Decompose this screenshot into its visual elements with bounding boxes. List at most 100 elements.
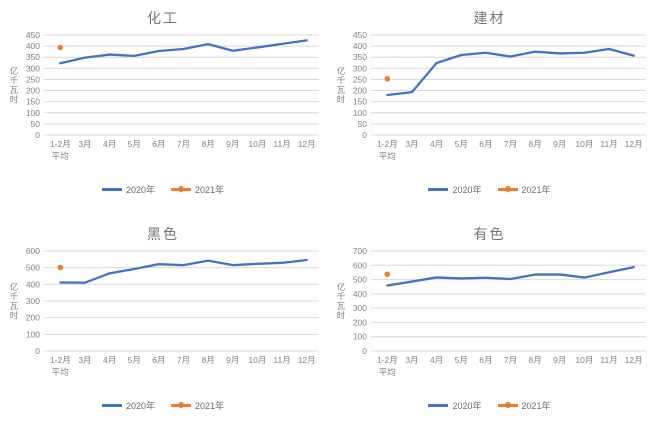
svg-text:150: 150 — [352, 97, 366, 107]
svg-text:11月: 11月 — [600, 355, 617, 365]
legend-item-2020: 2020年 — [101, 399, 155, 412]
svg-text:200: 200 — [352, 86, 366, 96]
svg-text:4月: 4月 — [429, 355, 442, 365]
legend-item-2020: 2020年 — [101, 183, 155, 196]
svg-text:1-2月: 1-2月 — [376, 139, 397, 149]
svg-text:6月: 6月 — [479, 139, 492, 149]
legend-item-2020: 2020年 — [428, 399, 482, 412]
svg-text:7月: 7月 — [503, 139, 516, 149]
svg-text:500: 500 — [26, 263, 40, 273]
svg-text:3月: 3月 — [78, 139, 91, 149]
svg-text:700: 700 — [352, 246, 366, 256]
legend-line-sample-2020 — [428, 404, 449, 407]
svg-text:10月: 10月 — [248, 139, 266, 149]
svg-text:8月: 8月 — [528, 355, 541, 365]
svg-text:10月: 10月 — [575, 139, 593, 149]
svg-text:300: 300 — [352, 63, 366, 73]
svg-text:400: 400 — [26, 279, 40, 289]
svg-text:9月: 9月 — [553, 355, 566, 365]
chart-title-chemical: 化工 — [147, 10, 179, 26]
chart-legend: 2020年 2021年 — [101, 183, 225, 196]
svg-text:6月: 6月 — [479, 355, 492, 365]
legend-line-sample-2020 — [428, 188, 449, 191]
legend-item-2021: 2021年 — [497, 399, 551, 412]
svg-text:1-2月: 1-2月 — [50, 355, 71, 365]
legend-line-sample-2020 — [101, 404, 122, 407]
svg-text:千: 千 — [10, 291, 19, 301]
chart-legend: 2020年 2021年 — [101, 399, 224, 412]
svg-text:300: 300 — [26, 296, 40, 306]
svg-text:350: 350 — [352, 52, 366, 62]
svg-text:8月: 8月 — [202, 139, 215, 149]
svg-text:50: 50 — [31, 119, 41, 129]
chart-title-building-materials: 建材 — [473, 10, 506, 26]
legend-label-2020: 2020年 — [452, 401, 482, 411]
svg-text:600: 600 — [26, 246, 40, 256]
legend-label-2021: 2021年 — [195, 401, 225, 411]
svg-text:千: 千 — [10, 75, 19, 85]
svg-text:4月: 4月 — [429, 139, 442, 149]
svg-text:600: 600 — [352, 260, 366, 270]
svg-text:千: 千 — [336, 291, 345, 301]
svg-text:150: 150 — [26, 97, 40, 107]
legend-label-2020: 2020年 — [125, 401, 155, 411]
legend-label-2021: 2021年 — [521, 185, 551, 195]
svg-text:3月: 3月 — [405, 355, 418, 365]
svg-text:9月: 9月 — [226, 139, 239, 149]
svg-text:12月: 12月 — [298, 355, 316, 365]
svg-text:5月: 5月 — [128, 355, 141, 365]
svg-text:8月: 8月 — [528, 139, 541, 149]
svg-text:0: 0 — [35, 346, 40, 356]
svg-text:7月: 7月 — [503, 355, 516, 365]
svg-text:时: 时 — [336, 310, 345, 320]
svg-text:200: 200 — [26, 86, 40, 96]
svg-text:400: 400 — [352, 289, 366, 299]
svg-text:100: 100 — [352, 332, 366, 342]
svg-text:瓦: 瓦 — [10, 301, 19, 311]
svg-text:350: 350 — [26, 52, 40, 62]
svg-text:50: 50 — [357, 119, 367, 129]
svg-text:400: 400 — [352, 41, 366, 51]
svg-text:9月: 9月 — [553, 139, 566, 149]
svg-text:11月: 11月 — [273, 355, 290, 365]
legend-line-sample-2020 — [101, 188, 122, 191]
legend-label-2021: 2021年 — [195, 185, 225, 195]
svg-text:平均: 平均 — [378, 151, 395, 161]
svg-text:10月: 10月 — [248, 355, 266, 365]
svg-text:亿: 亿 — [10, 66, 19, 76]
svg-text:300: 300 — [352, 303, 366, 313]
legend-item-2021: 2021年 — [171, 399, 224, 412]
svg-text:1-2月: 1-2月 — [50, 139, 71, 149]
svg-text:450: 450 — [26, 30, 40, 40]
svg-text:4月: 4月 — [103, 139, 116, 149]
svg-text:450: 450 — [352, 30, 366, 40]
svg-text:100: 100 — [26, 108, 40, 118]
svg-text:平均: 平均 — [52, 367, 69, 377]
legend-label-2020: 2020年 — [452, 185, 482, 195]
svg-text:12月: 12月 — [624, 355, 642, 365]
legend-item-2021: 2021年 — [497, 183, 551, 196]
svg-text:亿: 亿 — [336, 282, 345, 292]
svg-text:5月: 5月 — [454, 355, 467, 365]
svg-text:200: 200 — [352, 317, 366, 327]
chart-ferrous: 黑色 0 100 200 300 400 500 600 亿千瓦时 1-2月 平均 3月 4月 5月 6月… — [0, 216, 326, 432]
chart-title-nonferrous: 有色 — [473, 226, 506, 242]
svg-text:瓦: 瓦 — [336, 85, 345, 95]
legend-item-2020: 2020年 — [428, 183, 482, 196]
svg-text:4月: 4月 — [103, 355, 116, 365]
svg-text:0: 0 — [362, 130, 367, 140]
chart-building-materials: 建材 0 50 100 150 200 250 300 350 400 450 亿千瓦时 1-2月 平均… — [326, 0, 653, 216]
svg-text:11月: 11月 — [600, 139, 617, 149]
svg-text:250: 250 — [352, 74, 366, 84]
legend-line-dot-sample-2021 — [497, 186, 518, 192]
svg-text:平均: 平均 — [52, 151, 69, 161]
svg-text:10月: 10月 — [575, 355, 593, 365]
chart-title-ferrous: 黑色 — [147, 226, 179, 242]
legend-line-dot-sample-2021 — [171, 402, 191, 408]
svg-text:时: 时 — [10, 310, 19, 320]
